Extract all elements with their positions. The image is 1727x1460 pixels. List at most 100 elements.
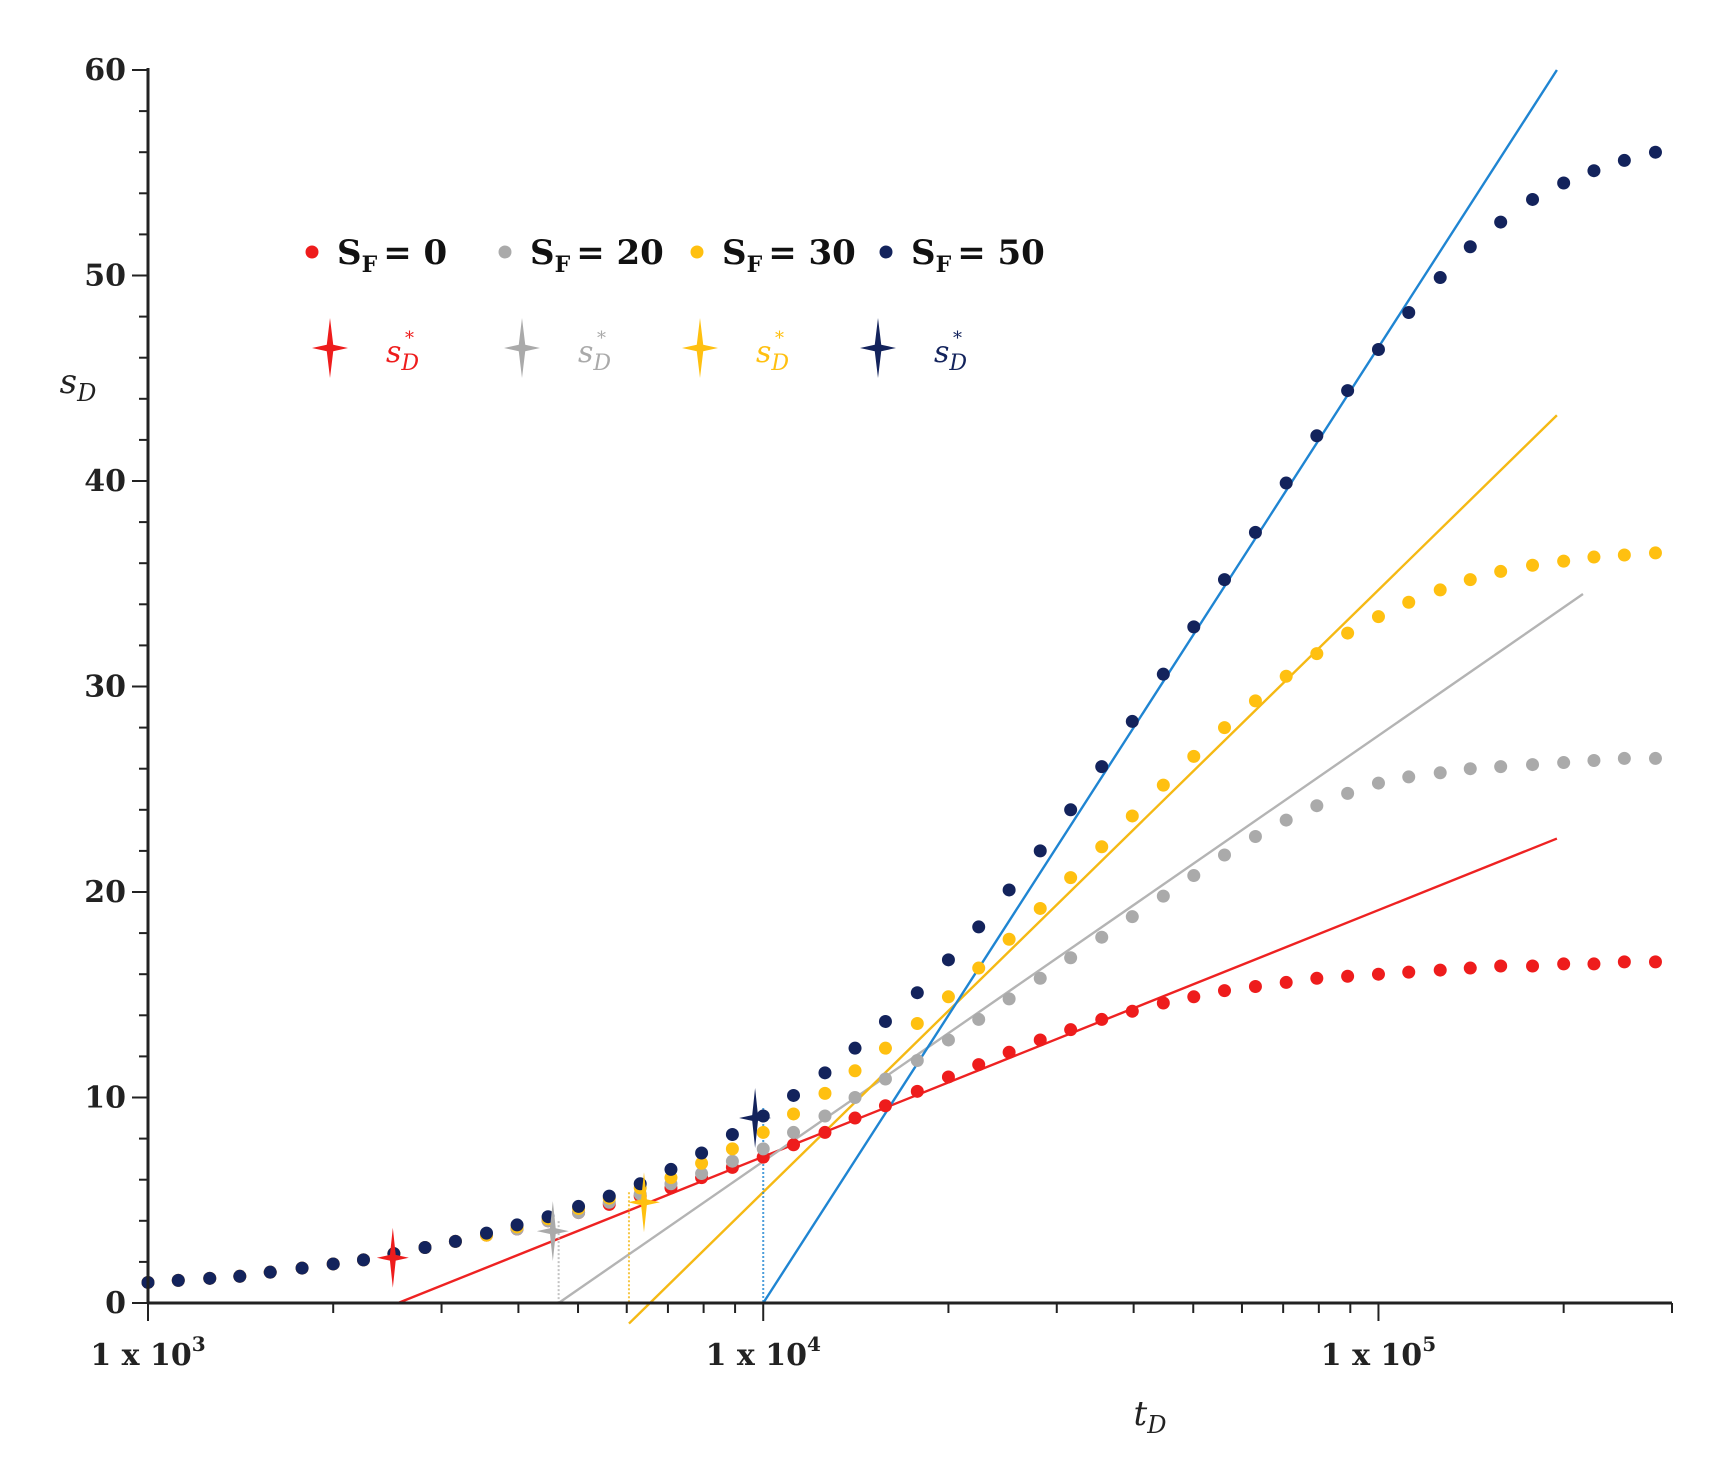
legend-dot: [305, 245, 319, 259]
data-point: [878, 1072, 892, 1086]
data-point: [1187, 990, 1201, 1004]
data-point: [1402, 770, 1416, 784]
data-point: [1125, 714, 1139, 728]
data-point: [1494, 959, 1508, 973]
data-point: [756, 1142, 770, 1156]
data-point: [1494, 564, 1508, 578]
legend: SF = 0 sD* SF = 20 sD* SF = 30 sD* SF = 50 sD*: [305, 233, 1045, 378]
data-point: [1033, 971, 1047, 985]
y-axis-title: sD: [60, 362, 97, 407]
legend-dot: [879, 245, 893, 259]
data-point: [295, 1261, 309, 1275]
legend-dot: [690, 245, 704, 259]
data-point: [1341, 786, 1355, 800]
data-point: [1217, 573, 1231, 587]
data-point: [941, 953, 955, 967]
data-point: [1494, 760, 1508, 774]
data-point: [171, 1273, 185, 1287]
data-point: [1279, 813, 1293, 827]
data-point: [878, 1014, 892, 1028]
data-point: [1402, 965, 1416, 979]
data-point: [1217, 984, 1231, 998]
data-point: [1310, 799, 1324, 813]
data-point: [326, 1257, 340, 1271]
data-point: [1156, 778, 1170, 792]
data-point: [695, 1156, 709, 1170]
data-point: [910, 1017, 924, 1031]
data-point: [818, 1086, 832, 1100]
data-point: [1156, 889, 1170, 903]
y-tick-label: 30: [84, 670, 126, 705]
data-point: [848, 1041, 862, 1055]
data-point: [1648, 751, 1662, 765]
data-point: [1402, 595, 1416, 609]
data-point: [203, 1271, 217, 1285]
data-point: [1002, 883, 1016, 897]
data-point: [941, 1070, 955, 1084]
star-drop-lines: [557, 1108, 765, 1303]
data-point: [1064, 1023, 1078, 1037]
data-point: [787, 1125, 801, 1139]
data-point: [756, 1125, 770, 1139]
legend-star-label: sD*: [756, 328, 789, 376]
data-point: [1095, 1012, 1109, 1026]
data-point: [1002, 932, 1016, 946]
data-point: [972, 961, 986, 975]
y-tick-label: 20: [84, 875, 126, 910]
data-point: [602, 1189, 616, 1203]
y-axis-ticks: 0 10 20 30 40 50 60: [84, 53, 148, 1321]
series-points: [141, 546, 1662, 1289]
data-point: [1617, 955, 1631, 969]
x-axis-title: tD: [1134, 1394, 1167, 1439]
data-point: [695, 1167, 709, 1181]
star-marker: [536, 1201, 569, 1262]
data-point: [848, 1091, 862, 1104]
data-point: [1279, 975, 1293, 989]
data-point: [1187, 749, 1201, 763]
series-points: [141, 955, 1662, 1289]
data-point: [1002, 992, 1016, 1006]
fit-line: [628, 414, 1558, 1325]
data-point: [1587, 550, 1601, 564]
data-point: [1617, 751, 1631, 765]
data-point: [787, 1088, 801, 1102]
data-point: [1341, 969, 1355, 983]
data-point: [1095, 760, 1109, 774]
data-point: [1557, 176, 1571, 190]
data-point: [787, 1107, 801, 1121]
data-point: [1248, 525, 1262, 539]
data-point: [1402, 305, 1416, 319]
data-point: [1341, 626, 1355, 640]
star-markers: [376, 1088, 772, 1288]
y-tick-label: 0: [105, 1286, 126, 1321]
legend-dot: [498, 245, 512, 259]
data-point: [1187, 869, 1201, 883]
data-point: [1463, 573, 1477, 587]
data-point: [1587, 164, 1601, 178]
series-points: [141, 751, 1662, 1289]
star-marker: [739, 1088, 772, 1149]
data-point: [1064, 803, 1078, 817]
y-tick-label: 60: [84, 53, 126, 88]
data-point: [1248, 694, 1262, 708]
legend-star-label: sD*: [386, 328, 419, 376]
data-point: [233, 1269, 247, 1283]
axes: 0 10 20 30 40 50 60 1 x 103 1 x 104 1 x 105: [84, 53, 1673, 1373]
data-point: [1526, 558, 1540, 572]
legend-star: [504, 318, 540, 378]
data-point: [910, 1054, 924, 1068]
data-point: [725, 1142, 739, 1156]
data-point: [787, 1138, 801, 1152]
data-point: [818, 1066, 832, 1080]
data-point: [1433, 271, 1447, 285]
data-point: [1526, 758, 1540, 772]
legend-label: SF = 50: [911, 233, 1045, 278]
data-point: [1064, 871, 1078, 885]
data-point: [1156, 667, 1170, 681]
y-tick-label: 50: [84, 259, 126, 294]
data-point: [972, 1012, 986, 1026]
data-point: [1002, 1045, 1016, 1059]
data-point: [972, 1058, 986, 1072]
data-point: [1617, 548, 1631, 562]
data-point: [1125, 809, 1139, 823]
